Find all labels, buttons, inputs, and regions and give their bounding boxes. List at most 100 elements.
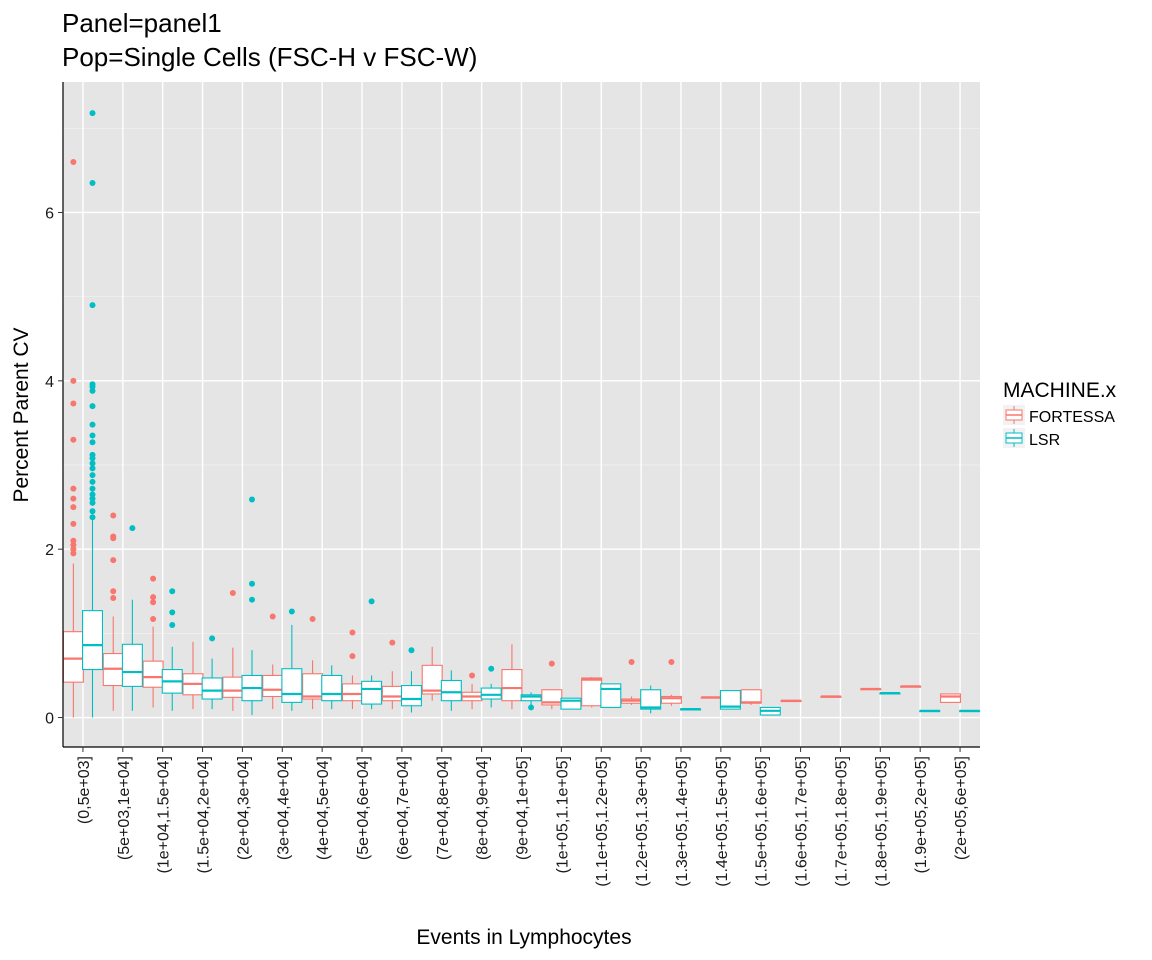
outlier-point [89,421,96,428]
outlier-point [408,647,415,654]
outlier-point [89,491,96,498]
x-tick-label: (8e+04,9e+04] [475,756,492,860]
box-lsr-16 [719,690,741,710]
outlier-point [150,594,157,601]
outlier-point [89,478,96,485]
box-iqr [142,660,164,688]
y-axis-title: Percent Parent CV [10,327,33,502]
box-lsr-13 [600,683,622,708]
box-fortessa-21 [900,685,922,688]
box-iqr [480,687,502,700]
outlier-point [209,635,216,642]
box-lsr-5 [281,608,303,711]
box-lsr-0 [81,110,104,718]
x-tick-label: (1.2e+05,1.3e+05] [634,756,651,887]
outlier-point [70,485,77,492]
x-tick-label: (1e+05,1.1e+05] [554,756,571,873]
outlier-point [89,302,96,309]
outlier-point [89,499,96,506]
box-fortessa-15 [660,658,682,706]
outlier-point [349,653,356,660]
box-fortessa-13 [581,677,603,708]
outlier-point [89,387,96,394]
outlier-point [89,465,96,472]
box-lsr-3 [201,635,223,710]
outlier-point [110,533,117,540]
outlier-point [89,460,96,467]
box-iqr [381,685,403,702]
box-iqr [520,694,542,702]
outlier-point [70,400,77,407]
x-tick-label: (0,5e+03] [76,756,93,824]
outlier-point [248,580,255,587]
box-lsr-20 [879,692,901,695]
box-fortessa-22 [939,693,962,703]
box-iqr [600,683,622,708]
outlier-point [70,550,77,557]
box-fortessa-12 [541,660,563,710]
x-tick-label: (6e+04,7e+04] [395,756,412,860]
outlier-point [70,495,77,502]
legend-key-fortessa [1003,405,1025,425]
outlier-point [110,557,117,564]
box-fortessa-17 [740,689,762,705]
box-iqr [62,631,84,683]
x-tick-label: (9e+04,1e+05] [515,756,532,860]
box-iqr [581,677,603,707]
box-lsr-12 [560,697,582,710]
outlier-point [70,546,77,553]
box-iqr [660,695,682,704]
outlier-point [89,180,96,187]
outlier-point [150,616,157,623]
x-tick-label: (5e+04,6e+04] [355,756,372,860]
box-lsr-6 [321,665,343,710]
legend-key-lsr [1003,428,1025,448]
box-fortessa-10 [461,672,483,710]
outlier-point [129,525,136,532]
outlier-point [70,537,77,544]
box-iqr [640,689,662,710]
outlier-point [309,616,316,623]
box-fortessa-19 [820,695,842,698]
outlier-point [248,496,255,503]
outlier-point [368,598,375,605]
outlier-point [169,588,176,595]
box-lsr-4 [241,496,263,716]
y-tick-label: 4 [45,374,54,391]
box-iqr [281,668,303,703]
y-tick-label: 2 [45,542,54,559]
outlier-point [70,504,77,511]
outlier-point [70,436,77,443]
outlier-point [150,575,157,582]
x-tick-label: (1.4e+05,1.5e+05] [714,756,731,887]
box-iqr [440,679,462,702]
x-tick-label: (1.5e+04,2e+04] [196,756,213,873]
x-tick-label: (3e+04,4e+04] [275,756,292,860]
box-iqr [121,643,143,687]
outlier-point [70,377,77,384]
box-fortessa-20 [860,687,882,691]
outlier-point [89,514,96,521]
box-iqr [81,610,104,671]
outlier-point [668,658,675,665]
y-tick-label: 6 [45,205,54,222]
outlier-point [70,541,77,548]
outlier-point [89,451,96,458]
box-lsr-17 [759,706,781,716]
legend-keys [1003,405,1025,448]
outlier-point [229,589,236,596]
box-fortessa-9 [421,646,443,701]
box-iqr [361,680,383,705]
outlier-point [70,520,77,527]
outlier-point [389,639,396,646]
legend-title: MACHINE.x [1003,379,1117,402]
outlier-point [469,672,476,679]
outlier-point [488,665,495,672]
box-fortessa-11 [501,644,523,710]
box-fortessa-4 [222,589,244,711]
box-iqr [740,689,762,704]
legend-label-fortessa: FORTESSA [1029,409,1115,426]
box-iqr [421,664,443,695]
outlier-point [169,621,176,628]
